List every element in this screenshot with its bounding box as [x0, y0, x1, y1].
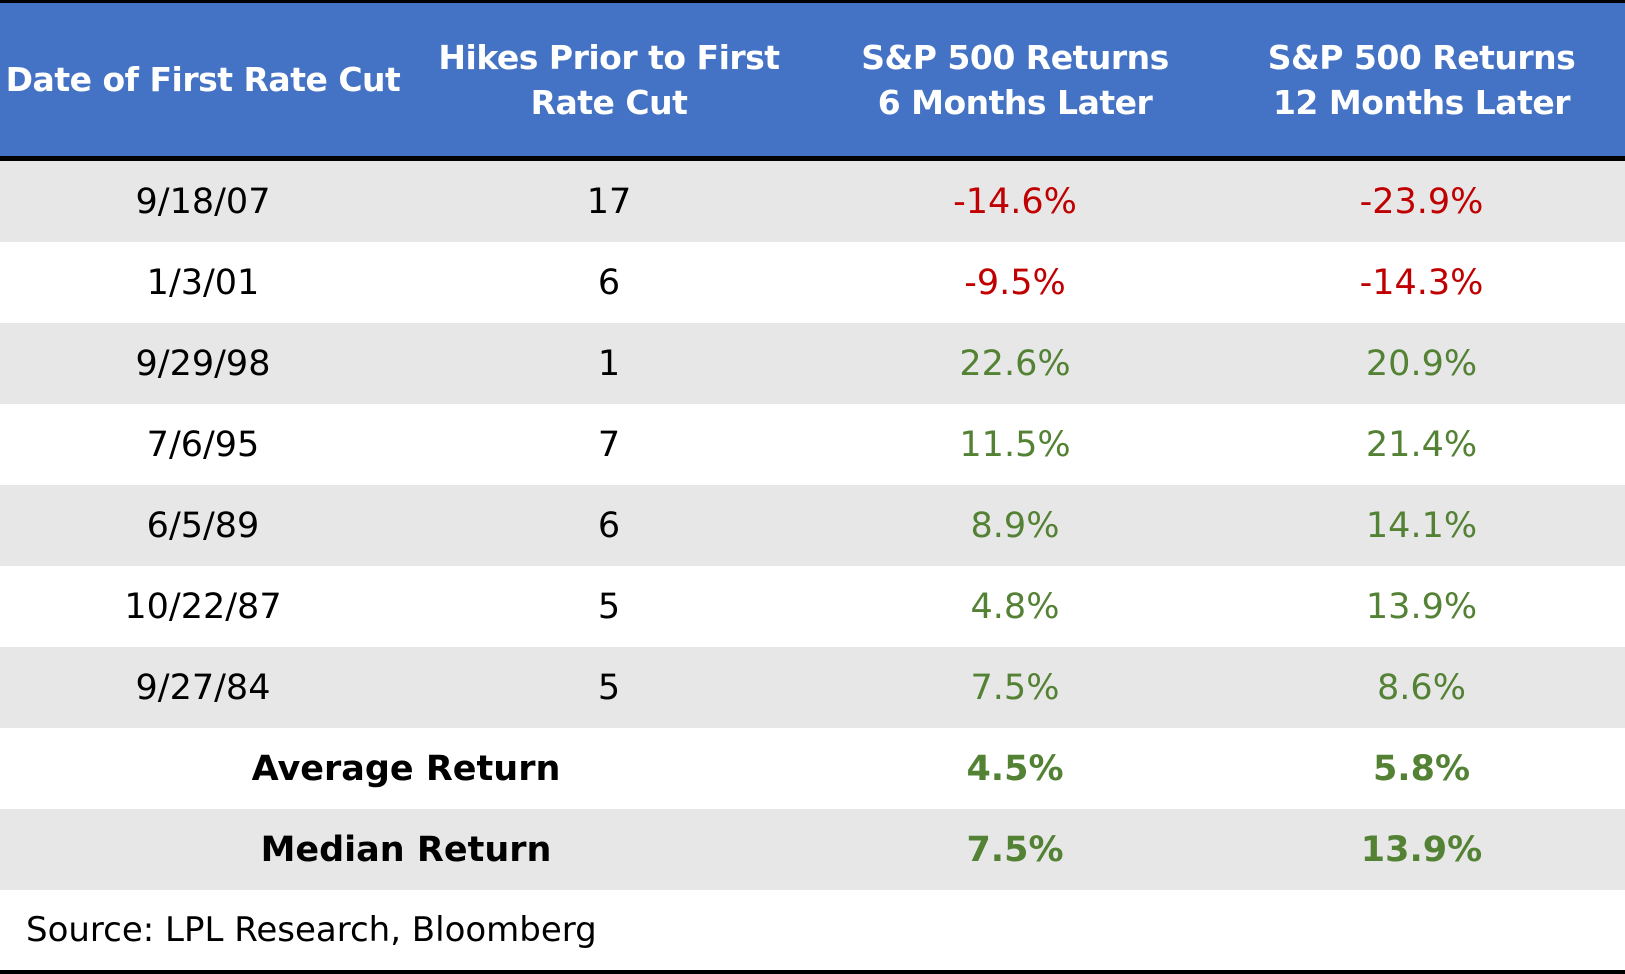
summary-return-12m: 5.8%: [1372, 748, 1471, 789]
return-6m-cell: -9.5%: [964, 262, 1066, 303]
hikes-cell: 1: [597, 343, 621, 384]
return-6m-cell: 8.9%: [970, 505, 1060, 546]
date-cell: 7/6/95: [146, 424, 260, 465]
table-row: 9/29/98 1 22.6% 20.9%: [0, 323, 1625, 404]
table-body: 9/18/07 17 -14.6% -23.9% 1/3/01 6 -9.5% -14.3% 9…: [0, 161, 1625, 890]
summary-return-6m: 4.5%: [966, 748, 1064, 789]
table-row: 9/27/84 5 7.5% 8.6%: [0, 647, 1625, 728]
hikes-cell: 5: [597, 667, 621, 708]
return-12m-cell: 14.1%: [1365, 505, 1478, 546]
table-row: 6/5/89 6 8.9% 14.1%: [0, 485, 1625, 566]
hikes-cell: 6: [597, 505, 621, 546]
header-ret6: S&P 500 Returns 6 Months Later: [812, 3, 1218, 156]
header-ret12: S&P 500 Returns 12 Months Later: [1218, 3, 1625, 156]
table-row: 9/18/07 17 -14.6% -23.9%: [0, 161, 1625, 242]
hikes-cell: 7: [597, 424, 621, 465]
date-cell: 10/22/87: [124, 586, 282, 627]
return-12m-cell: -23.9%: [1359, 181, 1484, 222]
return-6m-cell: 11.5%: [959, 424, 1071, 465]
return-6m-cell: 7.5%: [970, 667, 1060, 708]
return-12m-cell: 21.4%: [1365, 424, 1478, 465]
date-cell: 9/29/98: [135, 343, 271, 384]
header-hikes-line1: Hikes Prior to First: [438, 37, 780, 77]
header-hikes-line2: Rate Cut: [530, 82, 688, 122]
return-12m-cell: 13.9%: [1365, 586, 1478, 627]
date-cell: 9/18/07: [135, 181, 271, 222]
return-6m-cell: -14.6%: [953, 181, 1077, 222]
header-ret6-line1: S&P 500 Returns: [861, 37, 1169, 77]
header-ret6-line2: 6 Months Later: [877, 82, 1153, 122]
return-12m-cell: -14.3%: [1359, 262, 1484, 303]
summary-return-6m: 7.5%: [966, 829, 1064, 870]
header-date: Date of First Rate Cut: [0, 3, 406, 156]
return-12m-cell: 20.9%: [1365, 343, 1478, 384]
header-ret12-line2: 12 Months Later: [1272, 82, 1571, 122]
source-note: Source: LPL Research, Bloomberg: [26, 910, 597, 950]
table-row: 7/6/95 7 11.5% 21.4%: [0, 404, 1625, 485]
table-header: Date of First Rate Cut Hikes Prior to Fi…: [0, 3, 1625, 161]
return-6m-cell: 22.6%: [959, 343, 1071, 384]
header-ret12-line1: S&P 500 Returns: [1267, 37, 1576, 77]
hikes-cell: 5: [597, 586, 621, 627]
return-6m-cell: 4.8%: [970, 586, 1060, 627]
summary-row: Average Return 4.5% 5.8%: [0, 728, 1625, 809]
header-hikes: Hikes Prior to First Rate Cut: [406, 3, 812, 156]
summary-row: Median Return 7.5% 13.9%: [0, 809, 1625, 890]
date-cell: 6/5/89: [146, 505, 260, 546]
table-row: 10/22/87 5 4.8% 13.9%: [0, 566, 1625, 647]
date-cell: 1/3/01: [146, 262, 260, 303]
table-row: 1/3/01 6 -9.5% -14.3%: [0, 242, 1625, 323]
hikes-cell: 17: [586, 181, 632, 222]
header-date-label: Date of First Rate Cut: [5, 60, 401, 99]
date-cell: 9/27/84: [135, 667, 271, 708]
summary-label: Median Return: [260, 829, 552, 870]
hikes-cell: 6: [597, 262, 621, 303]
return-12m-cell: 8.6%: [1377, 667, 1466, 708]
summary-return-12m: 13.9%: [1360, 829, 1483, 870]
summary-label: Average Return: [251, 748, 561, 789]
